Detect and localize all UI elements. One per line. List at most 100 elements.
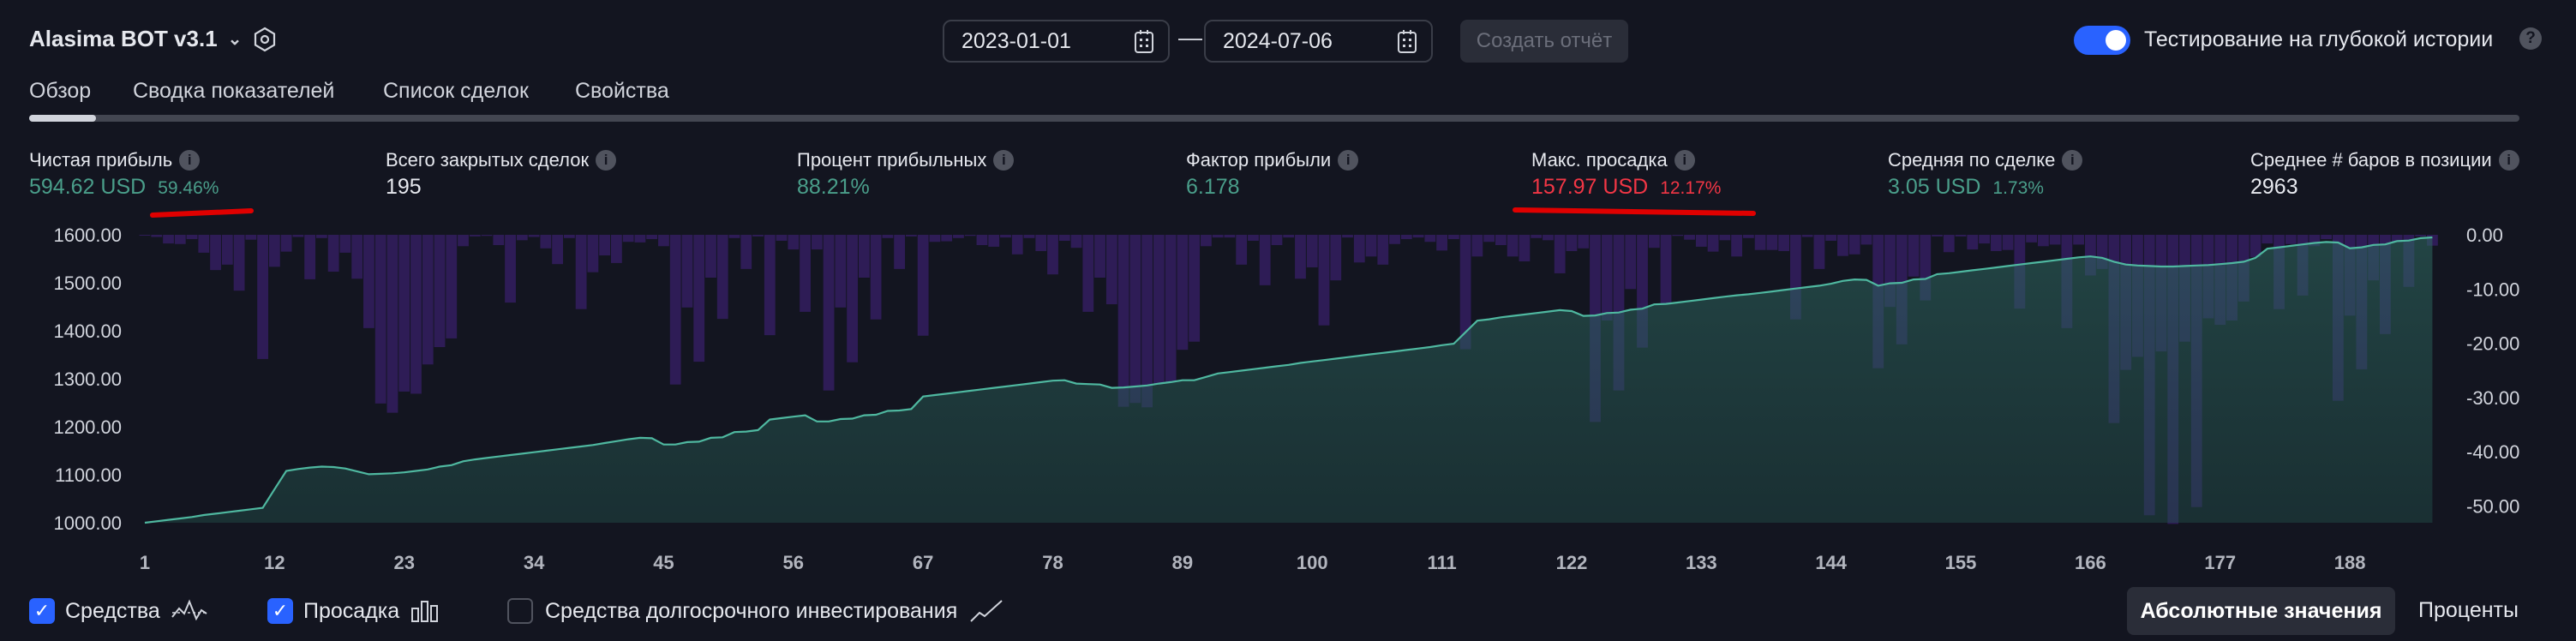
- drawdown-bar: [1908, 235, 1920, 277]
- drawdown-bar: [1825, 235, 1837, 241]
- create-report-button[interactable]: Создать отчёт: [1460, 20, 1628, 63]
- drawdown-bar: [2073, 235, 2085, 245]
- annotation-layer: [150, 207, 1756, 218]
- drawdown-bar: [398, 235, 410, 392]
- drawdown-bar: [1400, 235, 1412, 240]
- drawdown-bar: [1306, 235, 1318, 267]
- legend-drawdown[interactable]: ✓ Просадка: [267, 598, 440, 624]
- calendar-icon[interactable]: [1134, 28, 1154, 54]
- help-icon[interactable]: ?: [2519, 27, 2542, 50]
- tab-overview[interactable]: Обзор: [29, 79, 92, 103]
- stat-percent: 59.46%: [158, 178, 219, 198]
- info-icon[interactable]: i: [2498, 150, 2519, 171]
- stat-main-value: 157.97 USD: [1531, 175, 1649, 199]
- drawdown-bar: [1023, 235, 1035, 238]
- absolute-values-button[interactable]: Абсолютные значения: [2127, 587, 2395, 635]
- tab-trades-list[interactable]: Список сделок: [383, 79, 529, 103]
- x-axis-tick-label: 56: [783, 552, 804, 573]
- legend-buy-hold[interactable]: Средства долгосрочного инвестирования: [507, 598, 1003, 624]
- drawdown-bar: [1695, 235, 1707, 247]
- drawdown-bar: [716, 235, 728, 320]
- drawdown-bar: [1447, 235, 1459, 240]
- stat-main-value: 195: [386, 175, 422, 199]
- equity-drawdown-chart[interactable]: 1600.00 1500.00 1400.00 1300.00 1200.00 1100.…: [0, 223, 2576, 583]
- scrollbar-thumb[interactable]: [29, 115, 96, 122]
- drawdown-bar: [1082, 235, 1094, 312]
- drawdown-bar: [705, 235, 716, 279]
- stat-label-text: Среднее # баров в позиции: [2250, 149, 2492, 171]
- drawdown-bar: [1105, 235, 1117, 305]
- percent-values-button[interactable]: Проценты: [2418, 598, 2519, 622]
- drawdown-bar: [316, 235, 327, 238]
- drawdown-bar: [1295, 235, 1306, 279]
- drawdown-bar: [1601, 235, 1613, 321]
- buy-hold-checkbox[interactable]: [507, 598, 533, 624]
- strategy-selector[interactable]: Alasima BOT v3.1 ⌄: [29, 26, 278, 52]
- calendar-icon[interactable]: [1397, 28, 1417, 54]
- drawdown-bar: [835, 235, 847, 308]
- drawdown-bar: [422, 235, 434, 365]
- drawdown-bar: [139, 235, 151, 236]
- x-axis-tick-label: 67: [913, 552, 933, 573]
- drawdown-bar: [917, 235, 929, 336]
- drawdown-bar: [1070, 235, 1082, 249]
- stat-value: 6.178: [1186, 175, 1240, 200]
- date-to-input[interactable]: 2024-07-06: [1204, 20, 1433, 63]
- drawdown-bar: [1342, 235, 1353, 238]
- drawdown-bar: [1754, 235, 1766, 250]
- x-axis-tick-label: 78: [1042, 552, 1063, 573]
- left-axis-tick-label: 1100.00: [55, 464, 122, 486]
- tab-performance-summary[interactable]: Сводка показателей: [133, 79, 335, 103]
- info-icon[interactable]: i: [179, 150, 201, 171]
- drawdown-bar: [1212, 235, 1224, 238]
- settings-icon[interactable]: [252, 27, 278, 52]
- x-axis-tick-label: 122: [1556, 552, 1588, 573]
- right-axis-tick-label: -40.00: [2466, 441, 2519, 463]
- info-icon[interactable]: i: [993, 150, 1015, 171]
- date-from-input[interactable]: 2023-01-01: [943, 20, 1170, 63]
- x-axis-tick-label: 177: [2204, 552, 2236, 573]
- drawdown-bar: [788, 235, 800, 250]
- drawdown-bar: [599, 235, 611, 256]
- drawdown-bar: [481, 235, 493, 237]
- drawdown-bar: [823, 235, 835, 391]
- toggle-knob: [2106, 30, 2126, 51]
- drawdown-bar: [1860, 235, 1872, 245]
- info-icon[interactable]: i: [1338, 150, 1359, 171]
- drawdown-bar: [292, 235, 304, 237]
- x-axis-tick-label: 23: [393, 552, 414, 573]
- deep-history-label: Тестирование на глубокой истории: [2144, 27, 2494, 51]
- drawdown-bar: [575, 235, 587, 309]
- stat-label: Фактор прибыли i: [1186, 149, 1359, 171]
- date-from-value: 2023-01-01: [962, 28, 1071, 53]
- info-icon[interactable]: i: [596, 150, 617, 171]
- drawdown-bar: [622, 235, 634, 243]
- equity-label: Средства: [65, 598, 160, 623]
- info-icon[interactable]: i: [2062, 150, 2083, 171]
- legend-equity[interactable]: ✓ Средства: [29, 598, 208, 624]
- tab-properties[interactable]: Свойства: [575, 79, 669, 103]
- drawdown-bar: [1848, 235, 1860, 255]
- drawdown-bar: [363, 235, 374, 328]
- x-axis-tick-label: 34: [524, 552, 545, 573]
- drawdown-bar: [1554, 235, 1566, 273]
- drawdown-bar: [221, 235, 233, 265]
- drawdown-bar: [245, 235, 257, 240]
- drawdown-bar: [1519, 235, 1531, 262]
- drawdown-bar: [740, 235, 752, 269]
- right-axis-tick-label: -10.00: [2466, 279, 2519, 300]
- drawdown-bar: [540, 235, 552, 249]
- tabs-scrollbar[interactable]: [29, 115, 2519, 122]
- drawdown-bar: [2415, 235, 2427, 237]
- drawdown-bar: [2002, 235, 2014, 250]
- stat-label: Среднее # баров в позиции i: [2250, 149, 2519, 171]
- stat-label-text: Макс. просадка: [1531, 149, 1668, 171]
- info-icon[interactable]: i: [1674, 150, 1695, 171]
- stat-percent: 1.73%: [1992, 178, 2044, 198]
- drawdown-checkbox[interactable]: ✓: [267, 598, 293, 624]
- equity-line-icon: [171, 599, 207, 621]
- drawdown-bar: [870, 235, 882, 320]
- deep-history-toggle[interactable]: [2074, 26, 2130, 55]
- drawdown-bar: [1129, 235, 1141, 404]
- equity-checkbox[interactable]: ✓: [29, 598, 55, 624]
